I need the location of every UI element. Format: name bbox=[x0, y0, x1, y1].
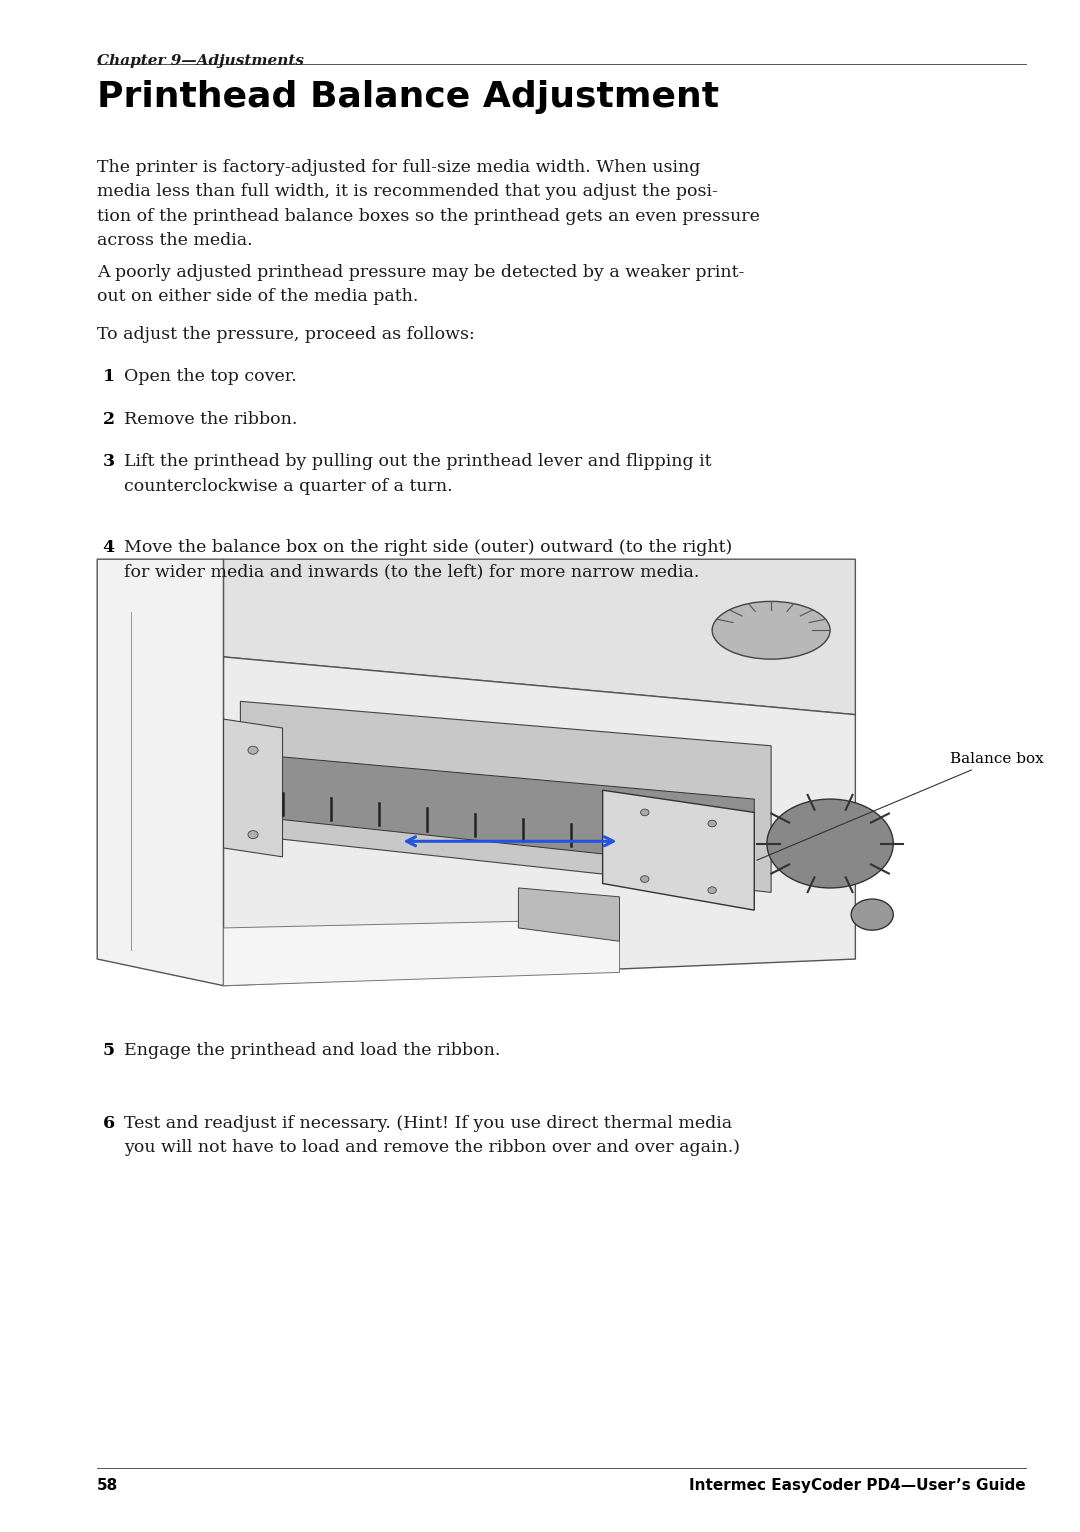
Ellipse shape bbox=[640, 809, 649, 815]
Text: Engage the printhead and load the ribbon.: Engage the printhead and load the ribbon… bbox=[124, 1042, 500, 1059]
Ellipse shape bbox=[248, 746, 258, 754]
Polygon shape bbox=[257, 755, 754, 870]
Text: 2: 2 bbox=[103, 411, 114, 427]
Text: To adjust the pressure, proceed as follows:: To adjust the pressure, proceed as follo… bbox=[97, 326, 475, 343]
Ellipse shape bbox=[708, 887, 716, 893]
Polygon shape bbox=[224, 719, 283, 856]
Polygon shape bbox=[224, 559, 855, 714]
Polygon shape bbox=[224, 919, 620, 985]
Text: The printer is factory-adjusted for full-size media width. When using
media less: The printer is factory-adjusted for full… bbox=[97, 159, 760, 248]
Text: Move the balance box on the right side (outer) outward (to the right)
for wider : Move the balance box on the right side (… bbox=[124, 539, 732, 581]
Text: Printhead Balance Adjustment: Printhead Balance Adjustment bbox=[97, 80, 719, 113]
Ellipse shape bbox=[767, 800, 893, 889]
Text: A poorly adjusted printhead pressure may be detected by a weaker print-
out on e: A poorly adjusted printhead pressure may… bbox=[97, 264, 744, 305]
Ellipse shape bbox=[851, 899, 893, 930]
Text: 3: 3 bbox=[103, 453, 114, 470]
Ellipse shape bbox=[640, 876, 649, 882]
Polygon shape bbox=[603, 791, 754, 910]
Ellipse shape bbox=[708, 820, 716, 827]
Text: 58: 58 bbox=[97, 1478, 119, 1494]
Text: Intermec EasyCoder PD4—User’s Guide: Intermec EasyCoder PD4—User’s Guide bbox=[689, 1478, 1026, 1494]
Text: Balance box: Balance box bbox=[757, 752, 1044, 859]
Text: 1: 1 bbox=[103, 368, 114, 385]
Text: Remove the ribbon.: Remove the ribbon. bbox=[124, 411, 298, 427]
Text: 5: 5 bbox=[103, 1042, 114, 1059]
Text: Lift the printhead by pulling out the printhead lever and flipping it
counterclo: Lift the printhead by pulling out the pr… bbox=[124, 453, 712, 495]
Polygon shape bbox=[241, 702, 771, 892]
Text: 6: 6 bbox=[103, 1115, 114, 1132]
Text: Test and readjust if necessary. (Hint! If you use direct thermal media
you will : Test and readjust if necessary. (Hint! I… bbox=[124, 1115, 740, 1157]
Polygon shape bbox=[97, 559, 224, 985]
Text: Chapter 9—Adjustments: Chapter 9—Adjustments bbox=[97, 54, 305, 67]
Ellipse shape bbox=[248, 830, 258, 838]
Polygon shape bbox=[224, 657, 855, 985]
Bar bbox=[97, 559, 940, 1003]
Polygon shape bbox=[518, 889, 620, 941]
Text: 4: 4 bbox=[103, 539, 114, 556]
Ellipse shape bbox=[712, 602, 831, 659]
Text: Open the top cover.: Open the top cover. bbox=[124, 368, 297, 385]
